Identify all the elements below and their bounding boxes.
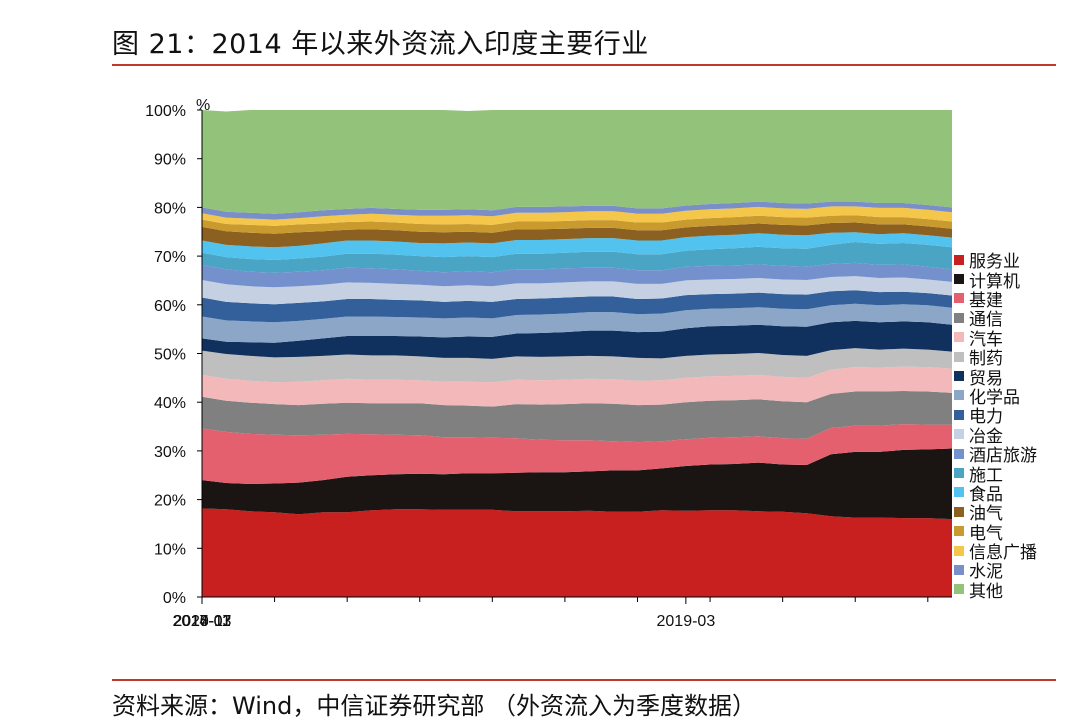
legend-label: 计算机 (969, 271, 1020, 292)
legend-label: 其他 (969, 581, 1003, 602)
y-tick-label: 60% (154, 298, 186, 315)
legend: 服务业 计算机 基建 通信 汽车 制药 贸易 化学品 电力 冶金 酒店旅游 施工 食品 油气 电气 信息广播水… (954, 250, 1037, 602)
legend-item: 基建 (954, 289, 1037, 311)
legend-swatch (954, 351, 964, 362)
legend-item: 通信 (954, 308, 1037, 331)
legend-swatch (954, 467, 964, 478)
x-tick-label: 2019-03 (657, 613, 716, 630)
figure-title: 图 21：2014 年以来外资流入印度主要行业 (112, 29, 649, 60)
y-tick-label: 90% (154, 152, 186, 169)
legend-item: 制药 (954, 347, 1037, 370)
legend-swatch (954, 487, 964, 498)
legend-item: 信息广播 (954, 541, 1037, 564)
y-tick-label: 50% (154, 347, 186, 364)
area-15 (202, 215, 952, 234)
legend-swatch (954, 371, 964, 382)
legend-item: 其他 (954, 580, 1037, 602)
legend-swatch (954, 390, 964, 401)
area-12 (202, 242, 952, 273)
area-1 (202, 508, 952, 597)
y-tick-label: 40% (154, 395, 186, 412)
area-11 (202, 262, 952, 288)
legend-label: 基建 (969, 290, 1003, 311)
legend-swatch (954, 545, 964, 556)
legend-item: 化学品 (954, 386, 1037, 408)
area-7 (202, 320, 952, 359)
area-18 (202, 110, 952, 214)
legend-item: 计算机 (954, 269, 1037, 292)
legend-label: 汽车 (969, 329, 1003, 350)
legend-item: 油气 (954, 502, 1037, 525)
y-tick-label: 80% (154, 200, 186, 217)
legend-label: 油气 (969, 504, 1003, 525)
legend-swatch (954, 429, 964, 440)
legend-label: 酒店旅游 (969, 446, 1037, 467)
axes: 0% 10% 20% 30% 40% 50% 60% 70% 80% 90% 100% 2014-03… (145, 103, 952, 630)
legend-swatch (954, 526, 964, 537)
x-tick-label: 2014-03 (173, 613, 232, 630)
area-14 (202, 222, 952, 248)
legend-label: 制药 (969, 349, 1003, 370)
legend-item: 冶金 (954, 425, 1037, 447)
y-tick-label: 20% (154, 493, 186, 510)
y-tick-label: 30% (154, 444, 186, 461)
area-13 (202, 232, 952, 260)
legend-swatch (954, 448, 964, 459)
y-tick-label: 0% (163, 590, 186, 607)
x-tick-label: 2015-11 (173, 613, 231, 630)
area-16 (202, 206, 952, 226)
area-9 (202, 290, 952, 323)
y-tick-label: 10% (154, 541, 186, 558)
title-rule (112, 64, 1056, 66)
legend-item: 施工 (954, 463, 1037, 486)
area-4 (202, 391, 952, 443)
source-note: 资料来源：Wind，中信证券研究部 （外资流入为季度数据） (112, 692, 756, 720)
legend-label: 电力 (969, 407, 1003, 428)
area-5 (202, 366, 952, 407)
legend-label: 信息广播 (969, 543, 1037, 564)
legend-swatch (954, 564, 964, 575)
legend-swatch (954, 312, 964, 323)
legend-swatch (954, 274, 964, 285)
area-17 (202, 201, 952, 220)
y-tick-label: 100% (145, 103, 186, 120)
area-2 (202, 448, 952, 520)
legend-item: 电气 (954, 521, 1037, 544)
source-rule (112, 679, 1056, 681)
legend-item: 食品 (954, 483, 1037, 505)
legend-label: 水泥 (969, 562, 1003, 583)
legend-item: 电力 (954, 405, 1037, 428)
area-layers (202, 110, 952, 597)
legend-swatch (954, 584, 964, 595)
x-tick-label: 2017-07 (173, 613, 232, 630)
legend-item: 贸易 (954, 366, 1037, 389)
legend-label: 冶金 (969, 426, 1003, 447)
area-6 (202, 348, 952, 383)
legend-item: 水泥 (954, 560, 1037, 583)
legend-label: 化学品 (969, 387, 1020, 408)
legend-item: 汽车 (954, 328, 1037, 350)
legend-item: 酒店旅游 (954, 444, 1037, 467)
area-3 (202, 424, 952, 484)
y-axis-label: % (196, 97, 210, 114)
legend-swatch (954, 506, 964, 517)
legend-swatch (954, 254, 964, 265)
legend-item: 服务业 (954, 250, 1037, 273)
legend-label: 食品 (969, 484, 1003, 505)
legend-label: 服务业 (969, 252, 1020, 273)
y-tick-label: 70% (154, 249, 186, 266)
legend-swatch (954, 293, 964, 304)
area-10 (202, 276, 952, 305)
legend-swatch (954, 409, 964, 420)
legend-label: 施工 (969, 465, 1003, 486)
x-tick-label: 2020-11 (173, 613, 231, 630)
area-8 (202, 303, 952, 343)
legend-label: 电气 (969, 523, 1003, 544)
legend-swatch (954, 332, 964, 343)
legend-label: 贸易 (969, 368, 1003, 389)
legend-label: 通信 (969, 310, 1003, 331)
